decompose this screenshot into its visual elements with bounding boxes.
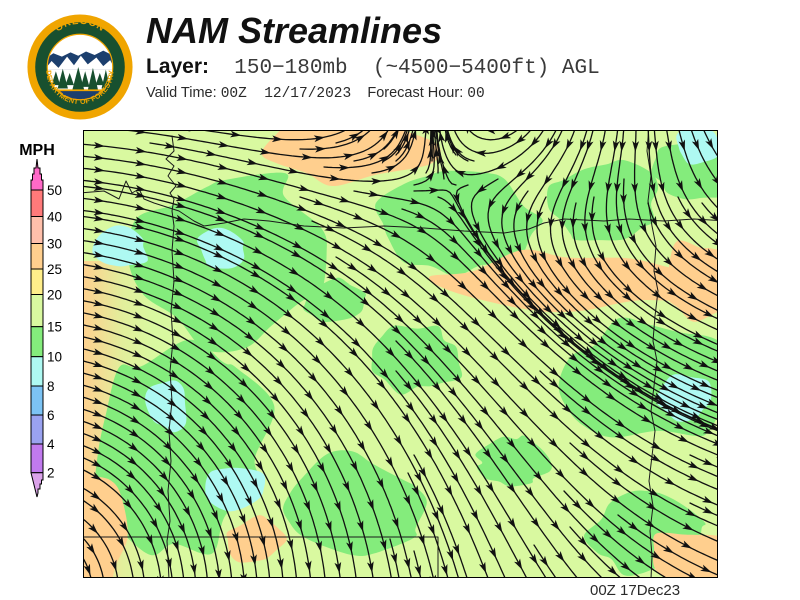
svg-text:MPH: MPH: [19, 142, 55, 159]
svg-text:40: 40: [47, 210, 62, 225]
svg-text:4: 4: [47, 437, 55, 452]
svg-text:50: 50: [47, 183, 62, 198]
svg-text:20: 20: [47, 288, 62, 303]
svg-text:30: 30: [47, 237, 62, 252]
svg-text:2: 2: [47, 466, 55, 481]
svg-text:6: 6: [47, 408, 55, 423]
svg-text:10: 10: [47, 350, 62, 365]
svg-text:15: 15: [47, 320, 62, 335]
svg-text:25: 25: [47, 262, 62, 277]
svg-text:8: 8: [47, 379, 55, 394]
